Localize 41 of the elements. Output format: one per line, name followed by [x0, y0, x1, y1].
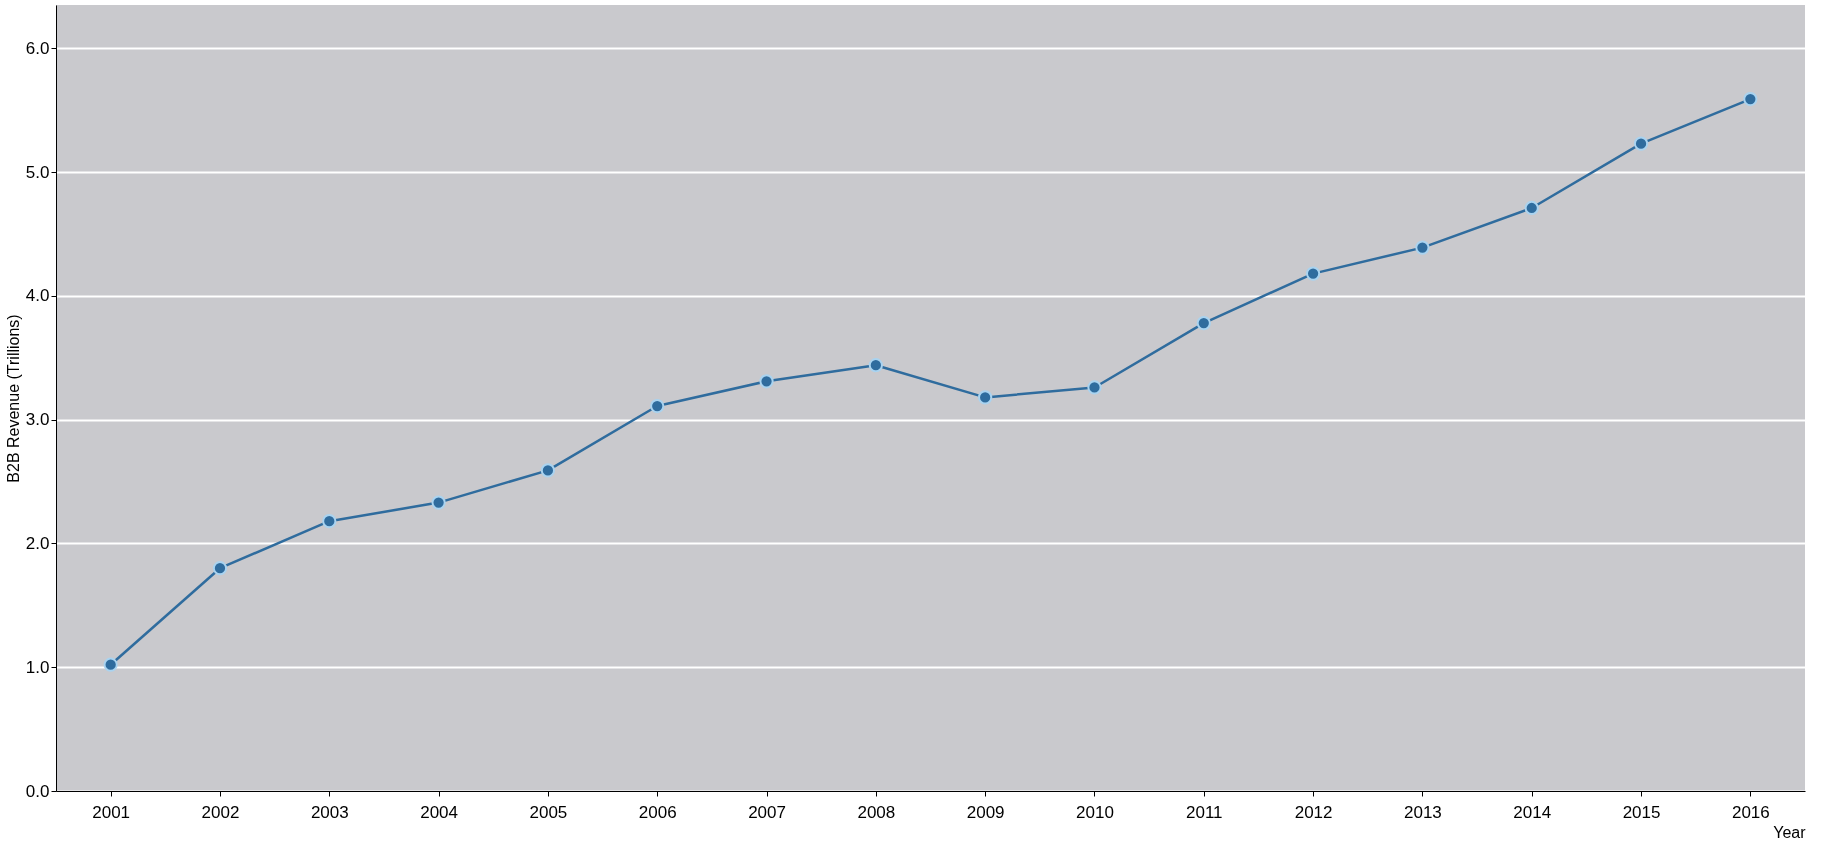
x-tick-label: 2005	[529, 802, 568, 822]
y-tick-label: 0.0	[25, 781, 50, 801]
x-tick-label: 2001	[92, 802, 131, 822]
x-tick-label: 2006	[638, 802, 677, 822]
x-tick-label: 2004	[420, 802, 459, 822]
x-tick-label: 2002	[201, 802, 240, 822]
point	[978, 390, 993, 405]
y-tick-label: 6.0	[25, 38, 50, 58]
y-tick-label: 2.0	[25, 533, 50, 553]
point	[868, 358, 883, 373]
point	[322, 514, 337, 529]
x-tick-label: 2003	[310, 802, 349, 822]
point	[1524, 200, 1539, 216]
y-axis-title: B2B Revenue (Trillions)	[4, 314, 22, 483]
y-tick-label: 1.0	[25, 657, 50, 677]
point	[1743, 91, 1758, 107]
x-tick-label: 2008	[857, 802, 896, 822]
y-tick-label: 5.0	[25, 162, 50, 182]
point	[1196, 316, 1211, 331]
point	[1633, 136, 1649, 151]
point	[431, 495, 446, 510]
x-tick-label: 2007	[748, 802, 786, 822]
x-tick-label: 2016	[1731, 802, 1770, 822]
point	[103, 657, 118, 672]
point	[650, 398, 665, 414]
point	[1087, 380, 1102, 395]
x-axis-title: Year	[1773, 823, 1807, 841]
x-tick-label: 2009	[966, 802, 1005, 822]
x-tick-label: 2010	[1076, 802, 1114, 822]
x-tick-label: 2014	[1513, 802, 1552, 822]
x-tick-label: 2012	[1294, 802, 1333, 822]
point	[1305, 266, 1321, 281]
point	[759, 374, 774, 389]
x-tick-label: 2013	[1403, 802, 1442, 822]
y-tick-label: 4.0	[25, 286, 50, 306]
point	[212, 561, 228, 576]
x-tick-label: 2015	[1622, 802, 1661, 822]
point	[540, 463, 556, 478]
x-tick-label: 2011	[1186, 802, 1223, 822]
y-tick-label: 3.0	[25, 410, 50, 430]
point	[1415, 240, 1430, 255]
